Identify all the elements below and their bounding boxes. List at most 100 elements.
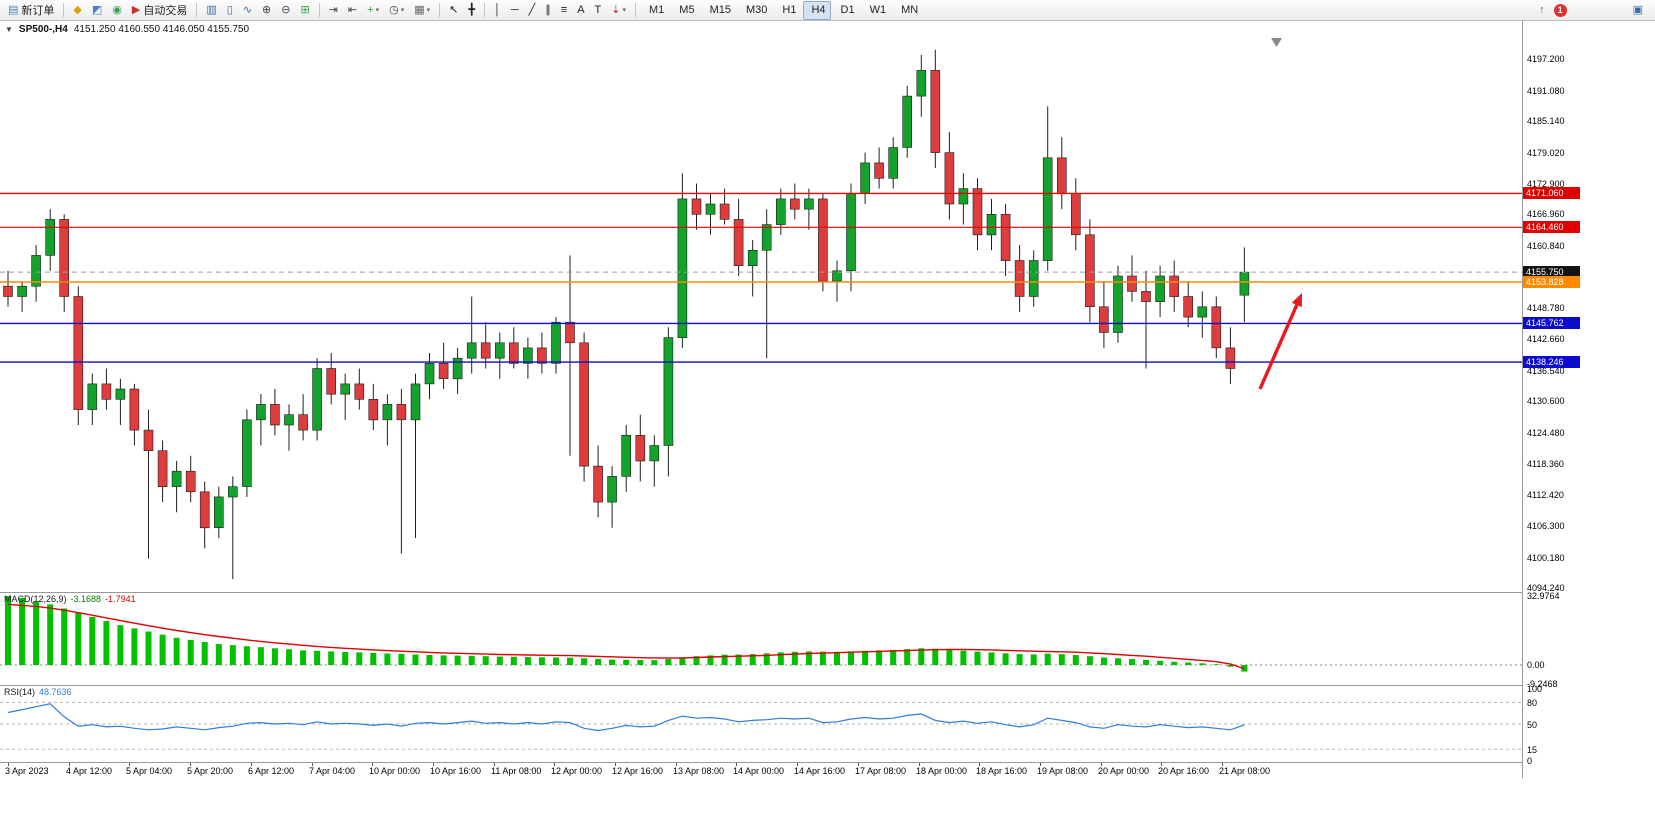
annotation-arrow[interactable]: [1258, 293, 1302, 390]
price-axis[interactable]: 4197.200 4191.080 4185.140 4179.020 4172.900…: [1522, 21, 1655, 778]
timeframe-d1-button[interactable]: D1: [833, 1, 860, 20]
time-axis-tick: [312, 763, 313, 766]
tile-windows-button[interactable]: ⊞: [296, 1, 313, 20]
toolbar-right-group: ↑ 1 ▣: [1534, 1, 1652, 20]
time-axis-tick: [190, 763, 191, 766]
channel-button[interactable]: ∥: [541, 1, 555, 20]
price-axis-label: 4100.180: [1527, 553, 1565, 563]
timeframe-d1-button-label: D1: [840, 4, 855, 16]
time-axis-label: 14 Apr 16:00: [794, 766, 846, 776]
autotrading-button[interactable]: ▶ 自动交易: [128, 1, 191, 20]
toolbar-separator: [196, 3, 198, 17]
rsi-svg[interactable]: [0, 686, 1522, 762]
arrows-button-dropdown[interactable]: ▾: [622, 7, 627, 14]
templates-button[interactable]: ▦ ▾: [410, 1, 434, 20]
price-axis-label: 4197.200: [1527, 54, 1565, 64]
text-label-button[interactable]: T: [591, 1, 606, 20]
price-axis-label: 4148.780: [1527, 303, 1565, 313]
time-axis-label: 7 Apr 04:00: [309, 766, 356, 776]
horizontal-line-button[interactable]: ─: [507, 1, 523, 20]
chart-shift-marker[interactable]: [1271, 38, 1282, 47]
price-axis-label: 4124.480: [1527, 428, 1565, 438]
periods-button-dropdown[interactable]: ▾: [400, 7, 405, 14]
new-order-button[interactable]: ▤ 新订单: [4, 1, 58, 20]
zoom-out-icon: ⊖: [281, 3, 291, 16]
time-axis-tick: [129, 763, 130, 766]
zoom-in-button[interactable]: ⊕: [258, 1, 275, 20]
indicators-button-dropdown[interactable]: ▾: [375, 7, 380, 14]
time-axis-tick: [919, 763, 920, 766]
periods-button[interactable]: ◷ ▾: [385, 1, 408, 20]
time-axis-label: 11 Apr 08:00: [491, 766, 542, 776]
time-axis-tick: [615, 763, 616, 766]
timeframe-m15-button[interactable]: M15: [702, 1, 736, 20]
indicators-icon: +: [367, 3, 374, 16]
navigator-icon[interactable]: ◩: [88, 1, 106, 20]
timeframe-h4-button[interactable]: H4: [803, 0, 831, 20]
timeframe-m1-button[interactable]: M1: [641, 1, 669, 20]
templates-button-dropdown[interactable]: ▾: [426, 7, 431, 14]
time-axis-label: 3 Apr 2023: [5, 766, 49, 776]
timeframe-m30-button[interactable]: M30: [738, 1, 772, 20]
fibonacci-button[interactable]: ≡: [557, 1, 571, 20]
vertical-line-icon: │: [493, 3, 501, 16]
timeframe-mn-button-label: MN: [901, 4, 919, 16]
community-icon-glyph: ▣: [1632, 3, 1643, 16]
line-chart-button[interactable]: ∿: [239, 1, 256, 20]
main-chart-svg[interactable]: [0, 37, 1522, 592]
timeframe-h4-button-label: H4: [811, 4, 826, 16]
terminal-icon[interactable]: ◉: [108, 1, 126, 20]
macd-signal-line: [7, 603, 1245, 670]
timeframe-w1-button[interactable]: W1: [862, 1, 892, 20]
timeframe-m15-button-label: M15: [709, 4, 731, 16]
timeframe-mn-button[interactable]: MN: [893, 1, 923, 20]
time-axis-label: 19 Apr 08:00: [1037, 766, 1089, 776]
chart-header: ▼ SP500-,H4 4151.250 4160.550 4146.050 4…: [5, 24, 249, 35]
candles-layer: [3, 49, 1250, 580]
toolbar-separator: [63, 3, 65, 17]
support-line-badge-1: 4145.762: [1523, 317, 1580, 329]
metaeditor-icon[interactable]: ◆: [69, 1, 85, 20]
trendline-button[interactable]: ╱: [525, 1, 540, 20]
macd-main-value: -3.1688: [70, 594, 102, 604]
fibonacci-icon: ≡: [560, 3, 568, 16]
bar-chart-button[interactable]: ▥: [202, 1, 220, 20]
chart-shift-icon: ⇤: [347, 3, 358, 16]
timeframe-m30-button-label: M30: [745, 4, 768, 16]
timeframe-w1-button-label: W1: [869, 4, 887, 16]
timeframe-m5-button[interactable]: M5: [671, 1, 699, 20]
time-axis-label: 14 Apr 00:00: [733, 766, 785, 776]
main-chart-plot[interactable]: [0, 37, 1522, 592]
candlestick-chart-button[interactable]: ▯: [223, 1, 237, 20]
time-axis[interactable]: 3 Apr 2023 4 Apr 12:00 5 Apr 04:00 5 Apr 20…: [0, 762, 1522, 779]
timeframe-h1-button[interactable]: H1: [774, 1, 801, 20]
chart-symbol-label: SP500-,H4: [18, 24, 68, 35]
macd-panel[interactable]: MACD(12,26,9) -3.1688 -1.7941: [0, 592, 1522, 685]
one-click-trading-toggle[interactable]: ▼: [5, 25, 13, 34]
rsi-plot[interactable]: [0, 686, 1522, 762]
time-axis-label: 17 Apr 08:00: [855, 766, 907, 776]
text-button[interactable]: A: [573, 1, 588, 20]
horizontal-line-icon: ─: [510, 3, 519, 16]
macd-svg[interactable]: [0, 593, 1522, 685]
crosshair-button[interactable]: ╋: [464, 1, 479, 20]
macd-plot[interactable]: [0, 593, 1522, 685]
rsi-axis-label: 0: [1527, 756, 1533, 766]
chart-shift-button[interactable]: ⇤: [344, 1, 361, 20]
community-icon[interactable]: ▣: [1629, 1, 1647, 20]
time-axis-label: 12 Apr 00:00: [551, 766, 603, 776]
notifications-badge[interactable]: 1: [1553, 3, 1567, 17]
time-axis-tick: [736, 763, 737, 766]
cursor-button[interactable]: ↖: [445, 1, 462, 20]
autotrading-button-label: 自动交易: [143, 5, 188, 17]
macd-histogram: [5, 596, 1248, 672]
vertical-line-button[interactable]: │: [490, 1, 505, 20]
auto-scroll-button[interactable]: ⇥: [325, 1, 342, 20]
price-up-icon[interactable]: ↑: [1535, 1, 1549, 20]
arrows-button[interactable]: ⇣ ▾: [607, 1, 630, 20]
indicators-button[interactable]: + ▾: [363, 1, 383, 20]
chart-ohlc-values: 4151.250 4160.550 4146.050 4155.750: [73, 24, 250, 35]
rsi-panel[interactable]: RSI(14) 48.7636: [0, 685, 1522, 762]
zoom-out-button[interactable]: ⊖: [277, 1, 294, 20]
arrows-icon: ⇣: [611, 3, 621, 16]
